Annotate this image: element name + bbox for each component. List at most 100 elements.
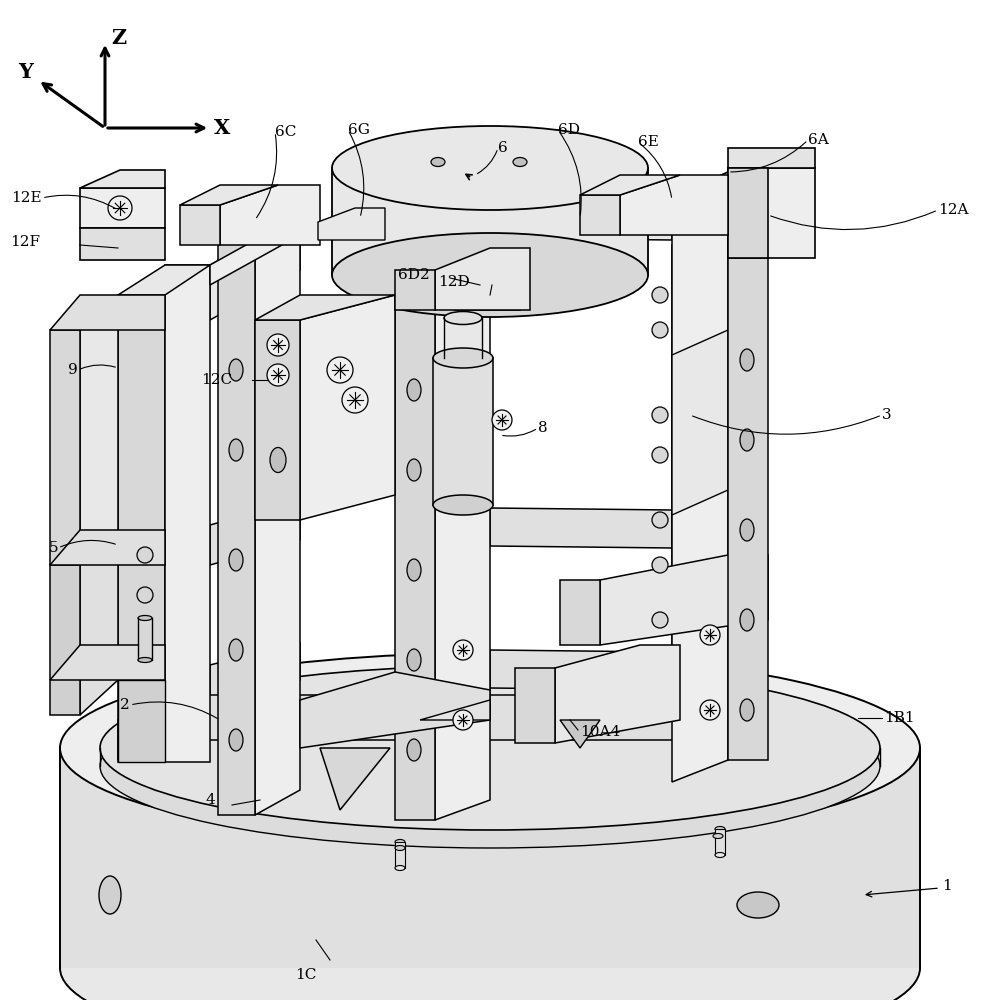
Ellipse shape xyxy=(740,609,754,631)
Polygon shape xyxy=(180,205,220,245)
Polygon shape xyxy=(50,645,165,680)
Ellipse shape xyxy=(715,826,725,832)
Text: 6A: 6A xyxy=(808,133,829,147)
Polygon shape xyxy=(300,672,490,748)
Text: 6D2: 6D2 xyxy=(398,268,430,282)
Ellipse shape xyxy=(444,312,482,324)
Ellipse shape xyxy=(267,334,289,356)
Ellipse shape xyxy=(652,407,668,423)
Polygon shape xyxy=(420,700,490,720)
Ellipse shape xyxy=(267,364,289,386)
Text: 8: 8 xyxy=(538,421,547,435)
Polygon shape xyxy=(50,295,165,330)
Ellipse shape xyxy=(137,547,153,563)
Ellipse shape xyxy=(342,387,368,413)
Ellipse shape xyxy=(652,557,668,573)
Polygon shape xyxy=(672,330,728,515)
Polygon shape xyxy=(620,175,728,235)
Text: 6E: 6E xyxy=(638,135,659,149)
Text: 6: 6 xyxy=(498,141,508,155)
Polygon shape xyxy=(210,215,300,285)
Polygon shape xyxy=(50,530,165,565)
Ellipse shape xyxy=(737,892,779,918)
Ellipse shape xyxy=(395,865,405,870)
Text: 6D: 6D xyxy=(558,123,580,137)
Ellipse shape xyxy=(229,359,243,381)
Ellipse shape xyxy=(270,448,286,473)
Polygon shape xyxy=(50,565,80,715)
Polygon shape xyxy=(728,168,768,258)
Ellipse shape xyxy=(108,196,132,220)
Polygon shape xyxy=(490,650,672,690)
Polygon shape xyxy=(435,195,490,820)
Polygon shape xyxy=(80,188,165,228)
Ellipse shape xyxy=(652,447,668,463)
Polygon shape xyxy=(118,680,165,762)
Polygon shape xyxy=(80,228,165,260)
Polygon shape xyxy=(80,170,165,188)
Polygon shape xyxy=(118,265,210,295)
Ellipse shape xyxy=(740,519,754,541)
Ellipse shape xyxy=(100,684,880,848)
Polygon shape xyxy=(433,358,493,505)
Ellipse shape xyxy=(100,666,880,830)
Text: 12D: 12D xyxy=(439,275,470,289)
Text: Y: Y xyxy=(18,62,33,82)
Text: 12C: 12C xyxy=(201,373,232,387)
Polygon shape xyxy=(395,218,435,820)
Ellipse shape xyxy=(713,834,723,838)
Ellipse shape xyxy=(229,549,243,571)
Ellipse shape xyxy=(652,322,668,338)
Polygon shape xyxy=(395,842,405,868)
Polygon shape xyxy=(728,148,815,168)
Polygon shape xyxy=(490,195,672,240)
Polygon shape xyxy=(455,255,520,310)
Ellipse shape xyxy=(137,587,153,603)
Polygon shape xyxy=(118,295,165,762)
Ellipse shape xyxy=(407,459,421,481)
Polygon shape xyxy=(435,248,530,310)
Text: 3: 3 xyxy=(882,408,892,422)
Text: 12E: 12E xyxy=(11,191,42,205)
Ellipse shape xyxy=(715,852,725,857)
Text: 6C: 6C xyxy=(275,125,296,139)
Polygon shape xyxy=(600,555,768,645)
Polygon shape xyxy=(490,195,672,218)
Ellipse shape xyxy=(395,840,405,844)
Polygon shape xyxy=(728,168,815,258)
Polygon shape xyxy=(80,530,118,715)
Polygon shape xyxy=(300,295,395,520)
Polygon shape xyxy=(50,330,80,565)
Polygon shape xyxy=(80,295,118,565)
Polygon shape xyxy=(515,668,555,743)
Polygon shape xyxy=(672,172,768,198)
Polygon shape xyxy=(210,215,300,320)
Ellipse shape xyxy=(229,439,243,461)
Text: 12F: 12F xyxy=(10,235,40,249)
Text: 1C: 1C xyxy=(295,968,317,982)
Ellipse shape xyxy=(229,639,243,661)
Polygon shape xyxy=(60,748,920,968)
Ellipse shape xyxy=(652,612,668,628)
Polygon shape xyxy=(395,195,490,218)
Ellipse shape xyxy=(652,660,668,676)
Polygon shape xyxy=(490,508,672,548)
Polygon shape xyxy=(728,172,768,760)
Text: 5: 5 xyxy=(49,541,58,555)
Polygon shape xyxy=(255,215,300,815)
Polygon shape xyxy=(320,748,390,810)
Polygon shape xyxy=(318,208,385,240)
Text: X: X xyxy=(214,118,231,138)
Polygon shape xyxy=(580,195,620,235)
Polygon shape xyxy=(138,618,152,660)
Ellipse shape xyxy=(740,349,754,371)
Polygon shape xyxy=(210,500,300,565)
Text: 1B1: 1B1 xyxy=(884,711,915,725)
Polygon shape xyxy=(580,175,680,195)
Polygon shape xyxy=(255,295,395,320)
Ellipse shape xyxy=(60,653,920,843)
Ellipse shape xyxy=(433,348,493,368)
Polygon shape xyxy=(218,215,300,240)
Ellipse shape xyxy=(332,233,648,317)
Polygon shape xyxy=(444,318,482,358)
